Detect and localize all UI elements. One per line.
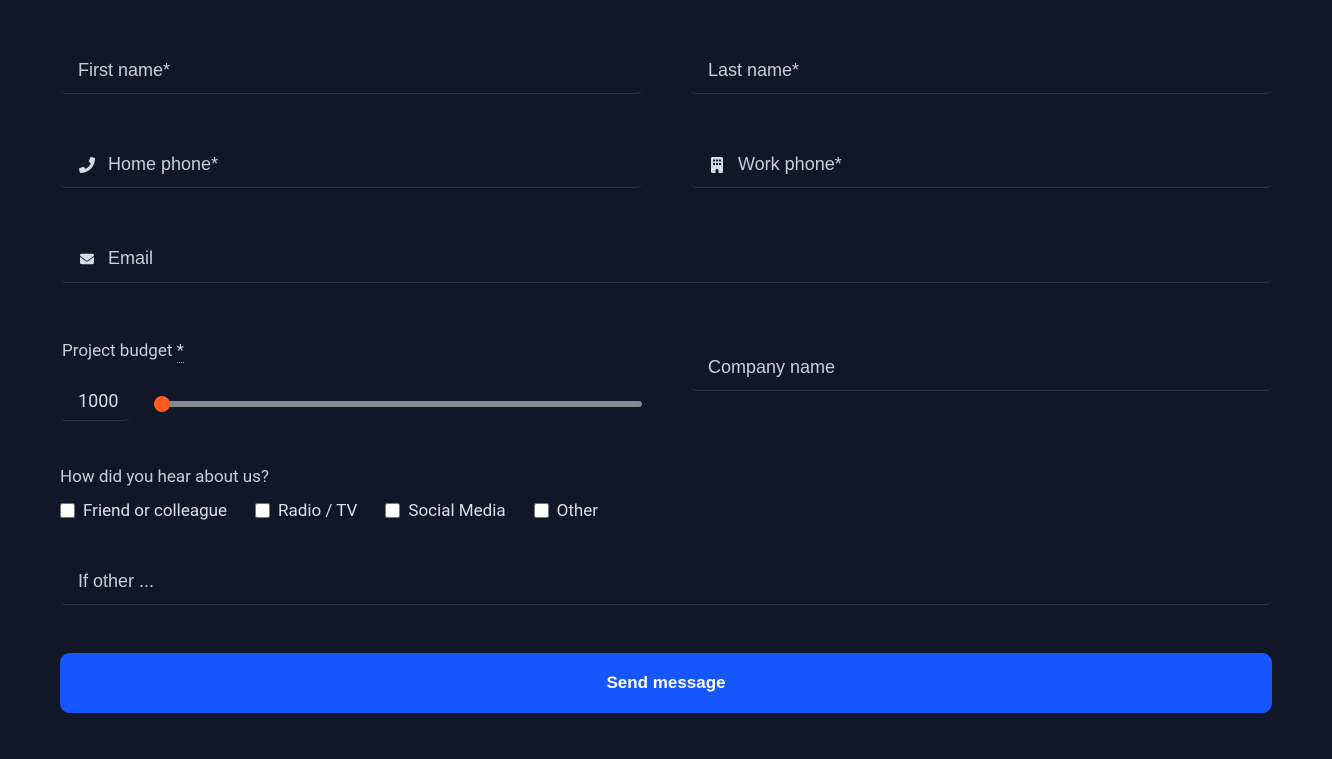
email-field: [60, 246, 1272, 282]
hear-checkbox-friend[interactable]: [60, 503, 75, 518]
contact-form: Project budget * 1000 How did you hear a…: [0, 0, 1332, 713]
hear-option-label: Other: [557, 501, 598, 521]
row-email: [60, 246, 1272, 282]
budget-control: 1000: [60, 387, 642, 421]
hear-about-options: Friend or colleague Radio / TV Social Me…: [60, 501, 1272, 521]
hear-checkbox-other[interactable]: [534, 503, 549, 518]
email-input[interactable]: [108, 246, 1254, 271]
envelope-icon: [78, 250, 96, 268]
hear-about-label: How did you hear about us?: [60, 467, 1272, 487]
budget-value: 1000: [60, 387, 130, 421]
hear-option-label: Social Media: [408, 501, 505, 521]
building-icon: [708, 156, 726, 174]
hear-checkbox-radio[interactable]: [255, 503, 270, 518]
last-name-input[interactable]: [708, 58, 1254, 83]
company-field: [690, 355, 1272, 391]
send-message-button[interactable]: Send message: [60, 653, 1272, 713]
first-name-field: [60, 58, 642, 94]
hear-checkbox-social[interactable]: [385, 503, 400, 518]
last-name-field: [690, 58, 1272, 94]
company-input[interactable]: [708, 355, 1254, 380]
if-other-field: [60, 569, 1272, 605]
row-if-other: [60, 569, 1272, 605]
hear-option-other[interactable]: Other: [534, 501, 598, 521]
budget-slider[interactable]: [154, 401, 642, 407]
row-budget-company: Project budget * 1000: [60, 341, 1272, 421]
hear-option-label: Radio / TV: [278, 501, 357, 521]
first-name-input[interactable]: [78, 58, 624, 83]
if-other-input[interactable]: [78, 569, 1254, 594]
home-phone-field: [60, 152, 642, 188]
hear-about-section: How did you hear about us? Friend or col…: [60, 467, 1272, 521]
phone-icon: [78, 156, 96, 174]
budget-label: Project budget *: [60, 341, 642, 361]
work-phone-field: [690, 152, 1272, 188]
hear-option-social[interactable]: Social Media: [385, 501, 505, 521]
home-phone-input[interactable]: [108, 152, 624, 177]
work-phone-input[interactable]: [738, 152, 1254, 177]
hear-option-friend[interactable]: Friend or colleague: [60, 501, 227, 521]
row-names: [60, 58, 1272, 94]
row-phones: [60, 152, 1272, 188]
hear-option-label: Friend or colleague: [83, 501, 227, 521]
hear-option-radio[interactable]: Radio / TV: [255, 501, 357, 521]
